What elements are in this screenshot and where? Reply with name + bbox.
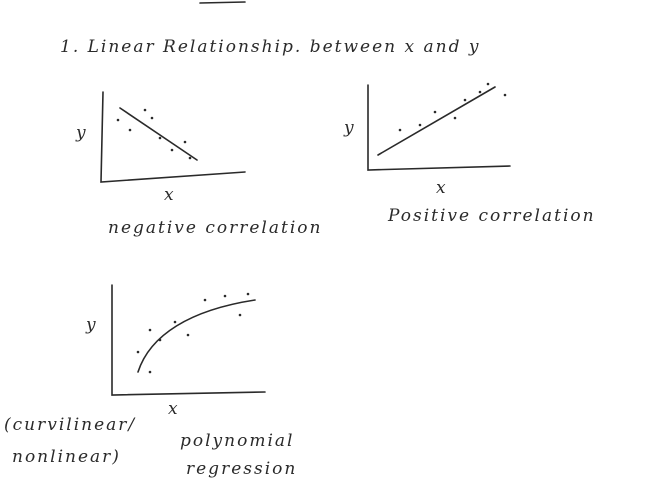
caption: Positive correlation [387, 206, 596, 226]
note-line: polynomial [180, 431, 294, 451]
trend-line [377, 86, 496, 156]
curvilinear-plot: y x (curvilinear/ nonlinear) polynomial … [4, 284, 297, 479]
y-label: y [85, 315, 98, 335]
y-label: y [343, 118, 356, 138]
x-label: x [436, 178, 448, 198]
caption-line: (curvilinear/ [4, 415, 136, 435]
caption-line: nonlinear) [12, 447, 121, 467]
y-label: y [75, 123, 88, 143]
points [398, 82, 507, 132]
heading: 1. Linear Relationship. between x and y [60, 37, 480, 57]
axes [100, 91, 246, 183]
axes [111, 284, 266, 396]
points [116, 108, 192, 160]
points [136, 292, 250, 374]
x-label: x [164, 185, 176, 205]
trend-curve [137, 299, 256, 373]
top-stroke [199, 1, 246, 4]
note-line: regression [186, 459, 297, 479]
trend-line [119, 107, 198, 161]
x-label: x [168, 399, 180, 419]
positive-plot: y x Positive correlation [343, 82, 596, 226]
axes [367, 84, 511, 171]
negative-plot: y x negative correlation [75, 91, 322, 238]
caption: negative correlation [108, 218, 322, 238]
